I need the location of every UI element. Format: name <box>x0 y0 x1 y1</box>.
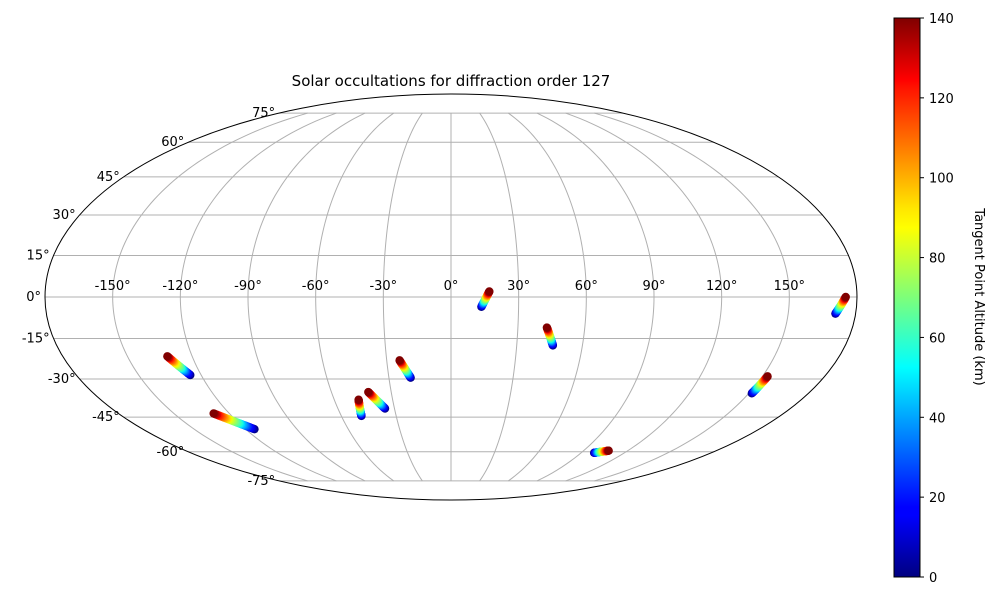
occultation-track <box>209 409 259 434</box>
longitude-tick-label: -90° <box>234 279 262 294</box>
occultation-track <box>589 446 613 458</box>
occultation-track <box>477 287 494 311</box>
latitude-tick-label: 30° <box>53 208 76 223</box>
latitude-tick-label: 45° <box>97 170 120 185</box>
longitude-tick-label: 60° <box>575 279 598 294</box>
track-point <box>763 372 772 381</box>
colorbar-label: Tangent Point Altitude (km) <box>971 207 986 385</box>
latitude-tick-labels: -75° -60° -45° -30° -15° 0° 15° 30° 45° 60° 75° <box>22 106 275 489</box>
colorbar-tick-label: 20 <box>929 491 946 506</box>
occultation-track <box>542 323 558 350</box>
latitude-tick-label: -45° <box>92 410 120 425</box>
latitude-tick-label: 75° <box>252 106 275 121</box>
colorbar-tick-label: 40 <box>929 411 946 426</box>
track-point <box>485 287 494 296</box>
chart-title: Solar occultations for diffraction order… <box>292 72 611 90</box>
colorbar-tick-label: 60 <box>929 331 946 346</box>
longitude-tick-label: -150° <box>95 279 131 294</box>
colorbar-tick-label: 140 <box>929 12 954 27</box>
track-point <box>354 395 363 404</box>
track-point <box>163 352 172 361</box>
occultation-track <box>354 395 366 421</box>
occultation-track <box>747 372 772 398</box>
track-point <box>604 446 613 455</box>
longitude-tick-label: 150° <box>774 279 805 294</box>
occultation-track <box>831 292 850 318</box>
longitude-tick-label: -120° <box>162 279 198 294</box>
track-point <box>841 292 850 302</box>
longitude-tick-label: 30° <box>507 279 530 294</box>
longitude-tick-label: -60° <box>302 279 330 294</box>
colorbar-tick-label: 100 <box>929 172 954 187</box>
latitude-tick-label: -75° <box>247 474 275 489</box>
latitude-tick-label: -15° <box>22 332 50 347</box>
track-point <box>395 356 404 365</box>
map-boundary <box>44 93 858 501</box>
longitude-tick-labels: -150° -120° -90° -60° -30° 0° 30° 60° 90° 120° 150… <box>95 279 805 294</box>
latitude-tick-label: 60° <box>161 135 184 150</box>
longitude-tick-label: -30° <box>369 279 397 294</box>
latitude-tick-label: 15° <box>27 248 50 263</box>
latitude-tick-label: -60° <box>157 445 185 460</box>
track-point <box>209 409 218 418</box>
colorbar-tick-label: 80 <box>929 252 946 267</box>
occultation-track <box>364 387 390 413</box>
colorbar-tick-label: 0 <box>929 571 937 586</box>
latitude-tick-label: -30° <box>48 372 76 387</box>
colorbar-gradient <box>893 17 921 578</box>
occultation-track <box>163 352 195 380</box>
colorbar: 0 20 40 60 80 100 120 140 Tangent Point Altitud… <box>893 12 986 586</box>
occultation-track <box>395 356 415 382</box>
map-grid <box>45 112 857 482</box>
longitude-tick-label: 0° <box>444 279 459 294</box>
track-point <box>542 323 552 332</box>
colorbar-tick-label: 120 <box>929 92 954 107</box>
track-point <box>364 387 373 397</box>
occultation-tracks <box>163 287 850 458</box>
longitude-tick-label: 120° <box>706 279 737 294</box>
longitude-tick-label: 90° <box>642 279 665 294</box>
colorbar-ticks: 0 20 40 60 80 100 120 140 <box>920 12 954 586</box>
latitude-tick-label: 0° <box>26 290 41 305</box>
